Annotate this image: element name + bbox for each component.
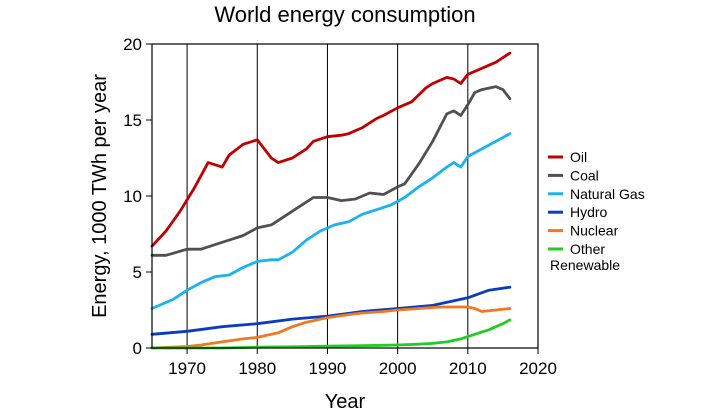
- series-layer: [150, 51, 512, 350]
- legend-label: Natural Gas: [570, 186, 645, 202]
- chart-title: World energy consumption: [214, 2, 475, 27]
- x-tick-label: 1990: [309, 359, 347, 378]
- legend: Oil Coal Natural Gas Hydro Nuclear OtherRenew…: [548, 149, 645, 273]
- legend-label: Coal: [570, 167, 599, 183]
- y-tick-label: 5: [133, 263, 142, 282]
- series-line-oil: [150, 51, 512, 248]
- x-tick-label: 1980: [238, 359, 276, 378]
- x-tick-label: 2010: [449, 359, 487, 378]
- y-axis-label: Energy, 1000 TWh per year: [89, 74, 111, 318]
- series-line-nuclear: [150, 305, 512, 350]
- axis-ticks: 1970 1980 1990 2000 2010 2020 0 5 10 15 20: [123, 35, 557, 378]
- x-tick-label: 2020: [519, 359, 557, 378]
- y-tick-label: 0: [133, 339, 142, 358]
- legend-label: Hydro: [570, 204, 608, 220]
- legend-label: Oil: [570, 149, 587, 165]
- legend-label: Other: [570, 241, 605, 257]
- y-tick-label: 15: [123, 111, 142, 130]
- y-tick-label: 20: [123, 35, 142, 54]
- x-tick-label: 1970: [168, 359, 206, 378]
- y-tick-label: 10: [123, 187, 142, 206]
- legend-label: Renewable: [550, 257, 620, 273]
- series-line-natural-gas: [150, 132, 512, 310]
- grid-lines: [186, 44, 469, 348]
- series-line-hydro: [150, 285, 512, 336]
- x-axis-label: Year: [325, 391, 366, 413]
- series-line-coal: [150, 85, 512, 257]
- x-tick-label: 2000: [379, 359, 417, 378]
- legend-label: Nuclear: [570, 223, 619, 239]
